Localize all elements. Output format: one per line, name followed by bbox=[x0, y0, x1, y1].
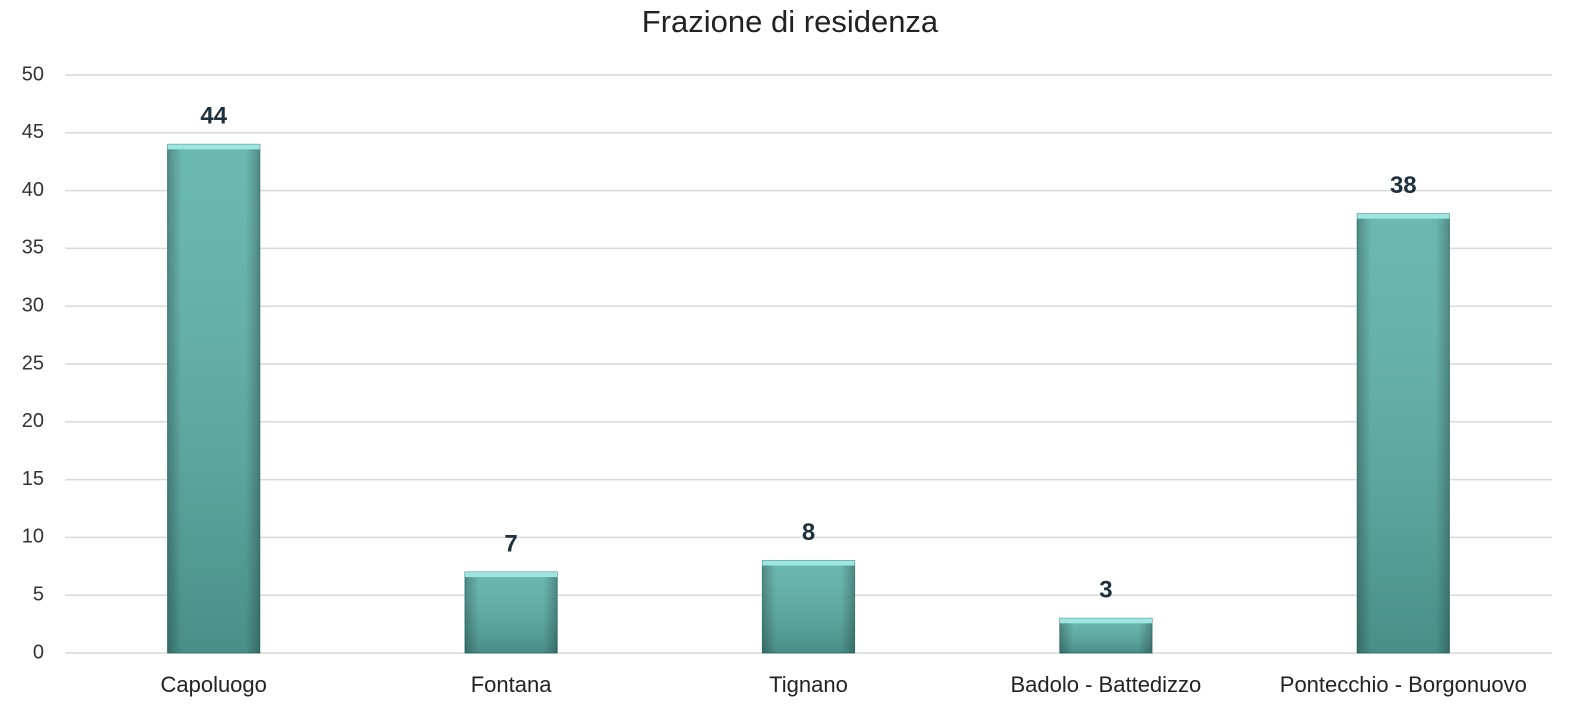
chart-title: Frazione di residenza bbox=[642, 4, 939, 39]
bar bbox=[167, 143, 261, 654]
x-tick-label: Pontecchio - Borgonuovo bbox=[1280, 672, 1527, 697]
y-tick-label: 50 bbox=[22, 63, 44, 85]
bar-bevel bbox=[465, 572, 558, 578]
bar bbox=[1059, 617, 1153, 654]
y-tick-label: 45 bbox=[22, 121, 44, 143]
y-tick-label: 20 bbox=[22, 410, 44, 432]
y-tick-label: 40 bbox=[22, 179, 44, 201]
x-tick-label: Fontana bbox=[471, 672, 552, 697]
bar-bevel bbox=[1357, 213, 1450, 219]
y-tick-label: 35 bbox=[22, 237, 44, 259]
x-tick-label: Badolo - Battedizzo bbox=[1011, 672, 1202, 697]
data-label: 44 bbox=[200, 103, 227, 130]
x-tick-label: Capoluogo bbox=[160, 672, 266, 697]
y-tick-label: 5 bbox=[33, 583, 44, 605]
bar bbox=[761, 560, 856, 654]
x-tick-label: Tignano bbox=[769, 672, 848, 697]
y-tick-label: 25 bbox=[22, 352, 44, 374]
bar-bevel bbox=[167, 144, 260, 150]
bar-bevel bbox=[1059, 618, 1152, 624]
y-tick-label: 15 bbox=[22, 468, 44, 490]
data-label: 38 bbox=[1390, 172, 1417, 199]
y-tick-label: 10 bbox=[22, 526, 44, 548]
y-tick-label: 0 bbox=[33, 641, 44, 663]
bar bbox=[1356, 213, 1450, 654]
y-tick-label: 30 bbox=[22, 294, 44, 316]
bar bbox=[464, 571, 558, 654]
data-label: 8 bbox=[802, 519, 815, 546]
data-label: 3 bbox=[1099, 577, 1112, 604]
data-label: 7 bbox=[504, 530, 517, 557]
bar-bevel bbox=[762, 560, 855, 566]
